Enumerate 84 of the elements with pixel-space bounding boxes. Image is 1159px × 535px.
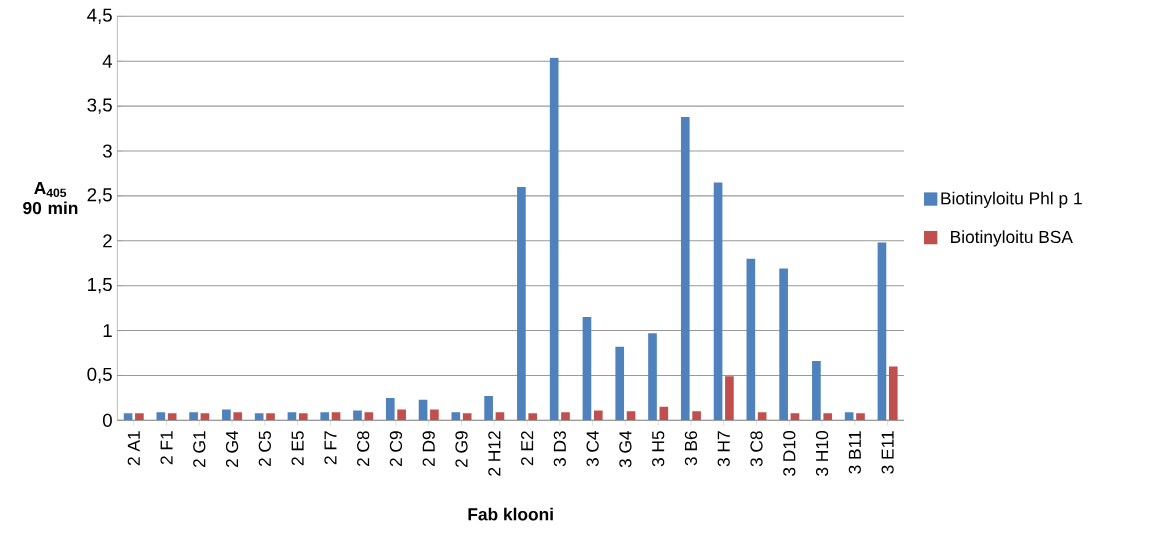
bar bbox=[615, 346, 625, 421]
x-tick-label: 3 B11 bbox=[848, 431, 861, 474]
y-tick-label: 0,5 bbox=[87, 367, 112, 384]
bar bbox=[582, 317, 592, 421]
bar bbox=[593, 410, 603, 421]
legend-label: Biotinyloitu BSA bbox=[951, 230, 1073, 247]
legend-label: Biotinyloitu Phl p 1 bbox=[941, 191, 1082, 208]
bar bbox=[790, 413, 800, 421]
x-tick-label: 3 H7 bbox=[717, 431, 730, 467]
y-axis-title: A$_{405}$ 90 min bbox=[23, 182, 78, 215]
bar bbox=[877, 242, 887, 421]
y-tick-label: 4,5 bbox=[87, 8, 112, 24]
bar bbox=[844, 412, 854, 421]
x-tick-label: 2 C8 bbox=[357, 431, 370, 467]
x-tick-label: 3 B6 bbox=[684, 431, 698, 466]
x-axis-title: Fab klooni bbox=[468, 507, 553, 521]
bar bbox=[233, 412, 243, 421]
bar bbox=[200, 413, 210, 421]
x-tick-label: 3 D10 bbox=[783, 431, 796, 476]
bar bbox=[135, 413, 144, 421]
bar bbox=[385, 397, 395, 421]
x-tick-label: 2 A1 bbox=[127, 431, 140, 466]
bar bbox=[484, 396, 493, 421]
bar bbox=[692, 411, 701, 421]
x-tick-label: 2 H12 bbox=[488, 431, 501, 476]
y-tick-label: 4 bbox=[102, 54, 113, 68]
x-tick-label: 2 C5 bbox=[258, 431, 271, 467]
bar bbox=[746, 258, 756, 421]
bar bbox=[549, 57, 559, 421]
bar bbox=[331, 412, 341, 421]
bar bbox=[713, 182, 723, 421]
y-tick-label: 3,5 bbox=[87, 98, 112, 114]
bar bbox=[495, 412, 505, 421]
x-tick-label: 3 H5 bbox=[652, 431, 665, 467]
bar bbox=[298, 413, 308, 421]
x-tick-label: 2 D9 bbox=[422, 431, 435, 467]
bar bbox=[528, 413, 538, 421]
x-tick-label: 2 E2 bbox=[521, 431, 534, 466]
x-tick-label: 3 D3 bbox=[553, 431, 566, 467]
y-tick-label: 1,5 bbox=[88, 278, 112, 294]
bar bbox=[561, 412, 570, 421]
x-tick-label: 3 H10 bbox=[815, 431, 829, 476]
x-tick-label: 2 E5 bbox=[291, 431, 304, 466]
bar bbox=[364, 412, 374, 421]
x-tick-label: 2 F7 bbox=[324, 431, 337, 465]
y-tick-label: 2 bbox=[103, 234, 112, 248]
bar bbox=[757, 412, 767, 421]
bar bbox=[320, 412, 330, 421]
bar bbox=[626, 411, 636, 421]
bar bbox=[266, 413, 275, 421]
x-tick-label: 2 G4 bbox=[225, 430, 239, 468]
bar bbox=[779, 268, 788, 421]
x-tick-label: 3 E11 bbox=[881, 431, 894, 474]
x-tick-label: 2 G9 bbox=[455, 431, 468, 468]
x-tick-label: 2 F1 bbox=[160, 431, 173, 465]
bar bbox=[156, 412, 166, 421]
x-tick-label: 2 C9 bbox=[389, 431, 403, 467]
bar bbox=[680, 116, 690, 421]
bar bbox=[222, 409, 231, 421]
bar bbox=[254, 413, 264, 421]
y-tick-label: 3 bbox=[102, 144, 112, 158]
bar bbox=[167, 413, 177, 421]
bar bbox=[189, 412, 198, 421]
bar bbox=[517, 186, 526, 421]
bar bbox=[856, 413, 865, 421]
x-tick-label: 3 G4 bbox=[619, 430, 632, 468]
bar bbox=[888, 366, 898, 421]
x-tick-label: 3 C8 bbox=[750, 431, 763, 467]
bar bbox=[823, 413, 833, 421]
bar bbox=[648, 333, 657, 421]
bar bbox=[725, 376, 734, 421]
bar bbox=[812, 361, 821, 421]
bar bbox=[462, 413, 472, 421]
x-tick-label: 2 G1 bbox=[193, 431, 206, 468]
bar bbox=[397, 409, 406, 421]
bar bbox=[123, 413, 133, 421]
bar bbox=[430, 409, 439, 421]
bar bbox=[353, 410, 362, 421]
bar bbox=[451, 412, 461, 421]
y-tick-label: 0 bbox=[102, 413, 112, 427]
y-tick-label: 1 bbox=[103, 324, 112, 337]
x-tick-label: 3 C4 bbox=[586, 430, 599, 467]
bar bbox=[287, 412, 297, 421]
y-tick-label: 2,5 bbox=[87, 188, 112, 204]
